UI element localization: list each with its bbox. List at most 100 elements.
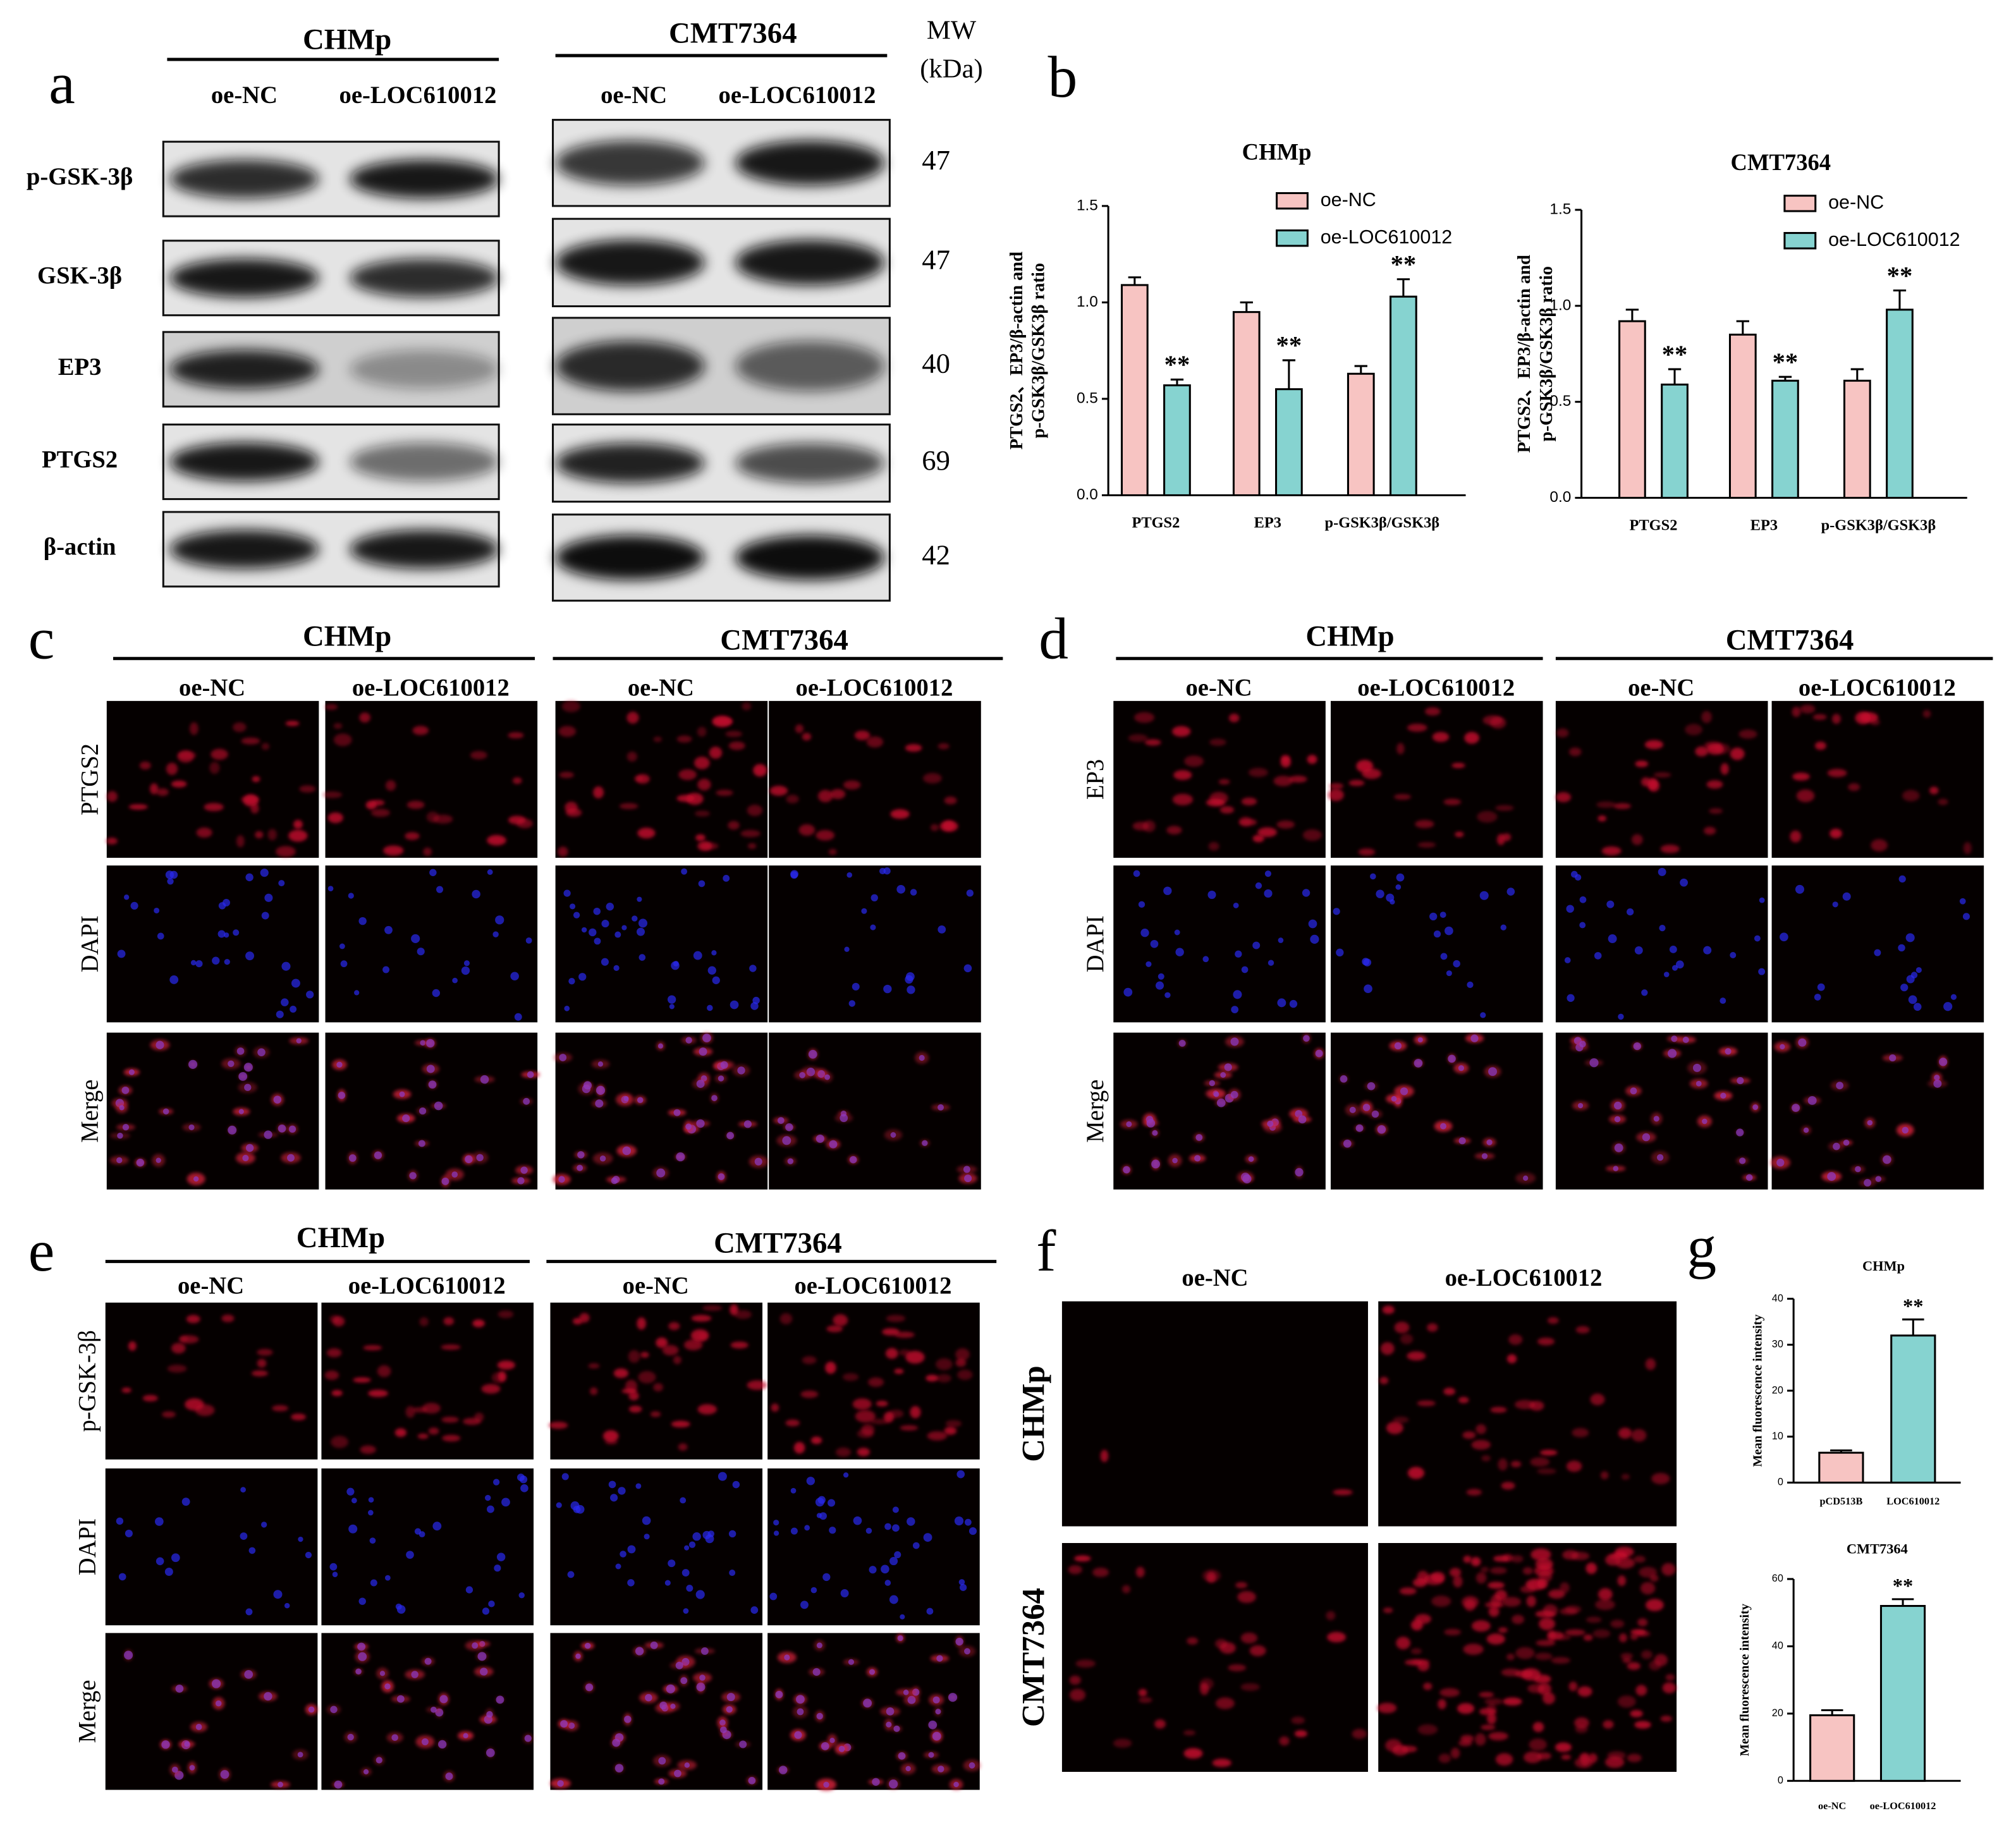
nucleus bbox=[968, 1762, 975, 1769]
nucleus bbox=[510, 972, 519, 981]
cell bbox=[690, 1329, 709, 1342]
x-tick-label: PTGS2 bbox=[1132, 514, 1180, 531]
cell bbox=[1487, 1703, 1496, 1714]
cell bbox=[619, 803, 638, 810]
nucleus bbox=[1634, 946, 1643, 955]
bar bbox=[1390, 295, 1417, 496]
micrograph bbox=[321, 1468, 534, 1626]
nucleus bbox=[1606, 900, 1615, 908]
cell bbox=[196, 827, 212, 838]
nucleus bbox=[624, 1716, 632, 1723]
cell bbox=[1498, 1458, 1508, 1471]
micrograph bbox=[553, 1032, 768, 1190]
nucleus bbox=[1900, 984, 1909, 992]
nucleus bbox=[1209, 1080, 1216, 1087]
micrograph-background bbox=[550, 1468, 763, 1626]
bar bbox=[1163, 384, 1191, 496]
nucleus bbox=[190, 960, 197, 966]
nucleus bbox=[968, 1527, 977, 1535]
cell bbox=[1362, 768, 1381, 779]
nucleus bbox=[245, 951, 255, 961]
nucleus bbox=[637, 1097, 644, 1104]
error-bar bbox=[1902, 1318, 1924, 1336]
cell bbox=[662, 1345, 679, 1356]
nucleus bbox=[411, 1671, 418, 1678]
nucleus bbox=[688, 1541, 696, 1548]
cell bbox=[333, 733, 352, 747]
cell bbox=[1963, 842, 1972, 855]
nucleus bbox=[384, 925, 393, 934]
nucleus bbox=[1488, 1067, 1497, 1077]
nucleus bbox=[480, 1668, 488, 1676]
nucleus bbox=[1267, 1120, 1274, 1127]
cell bbox=[836, 1447, 852, 1457]
nucleus bbox=[432, 989, 441, 997]
cell bbox=[747, 1380, 767, 1390]
nucleus bbox=[245, 873, 254, 882]
nucleus bbox=[1737, 1077, 1744, 1085]
cell bbox=[474, 1412, 484, 1422]
bar bbox=[1809, 1714, 1855, 1782]
nucleus bbox=[1702, 1118, 1707, 1125]
nucleus bbox=[869, 1566, 877, 1574]
cell bbox=[650, 1411, 661, 1417]
micrograph-background bbox=[1555, 1032, 1768, 1190]
nucleus bbox=[396, 1695, 405, 1703]
cell bbox=[1431, 1595, 1451, 1607]
nucleus bbox=[773, 1530, 779, 1536]
micrograph-background bbox=[1061, 1301, 1368, 1527]
cell bbox=[565, 808, 582, 817]
bar bbox=[1661, 383, 1689, 499]
blot-band bbox=[555, 442, 705, 484]
micrograph bbox=[1770, 1032, 1984, 1190]
nucleus bbox=[1486, 1139, 1493, 1145]
nucleus bbox=[1776, 1159, 1785, 1167]
cell bbox=[322, 791, 343, 798]
cell bbox=[497, 1360, 515, 1370]
nucleus bbox=[1659, 925, 1666, 932]
lane-label: oe-LOC610012 bbox=[796, 675, 953, 702]
nucleus bbox=[426, 1064, 435, 1073]
nucleus bbox=[568, 1722, 575, 1729]
blot-band bbox=[350, 259, 499, 298]
significance-label: ** bbox=[1164, 350, 1190, 379]
nucleus bbox=[1594, 952, 1602, 960]
cell bbox=[716, 790, 733, 796]
cell bbox=[697, 841, 712, 851]
nucleus bbox=[621, 925, 627, 930]
cell bbox=[299, 785, 316, 793]
nucleus bbox=[1391, 1095, 1397, 1102]
nucleus bbox=[465, 1155, 473, 1164]
cell bbox=[106, 791, 118, 802]
cell bbox=[1607, 1751, 1626, 1760]
cell bbox=[713, 717, 733, 726]
nucleus bbox=[1126, 1121, 1132, 1127]
nucleus bbox=[883, 867, 891, 875]
cell bbox=[1661, 1563, 1676, 1576]
nucleus bbox=[923, 1533, 932, 1542]
nucleus bbox=[426, 1039, 435, 1048]
cell bbox=[816, 830, 835, 841]
cell bbox=[1501, 1668, 1521, 1676]
nucleus bbox=[1233, 990, 1242, 999]
micrograph bbox=[767, 1302, 980, 1460]
cell bbox=[360, 1445, 376, 1454]
error-bar bbox=[1736, 320, 1749, 335]
nucleus bbox=[557, 1780, 564, 1787]
nucleus bbox=[829, 1140, 838, 1149]
cell bbox=[1490, 1594, 1502, 1607]
nucleus bbox=[245, 1144, 254, 1152]
nucleus bbox=[171, 1766, 178, 1773]
cell bbox=[1479, 1692, 1494, 1698]
nucleus bbox=[298, 1536, 303, 1542]
nucleus bbox=[702, 1530, 711, 1539]
mw-value: 69 bbox=[922, 444, 950, 476]
cell bbox=[957, 1369, 973, 1381]
cell bbox=[1173, 770, 1192, 780]
nucleus bbox=[884, 1580, 891, 1586]
nucleus bbox=[650, 1641, 658, 1649]
cell bbox=[926, 1374, 939, 1382]
nucleus bbox=[1152, 1130, 1158, 1136]
nucleus bbox=[421, 1738, 429, 1745]
nucleus bbox=[683, 1608, 689, 1614]
